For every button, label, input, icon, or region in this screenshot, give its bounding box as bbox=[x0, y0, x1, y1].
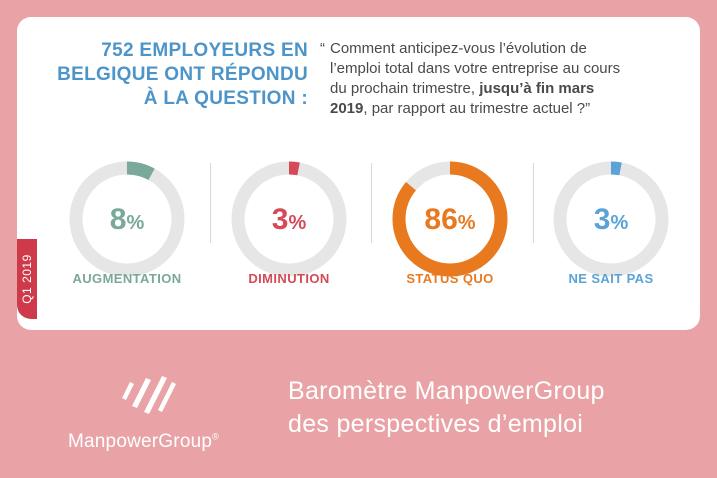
headline-line: BELGIQUE ONT RÉPONDU bbox=[57, 64, 308, 85]
gauge-arc-diminution bbox=[231, 161, 347, 277]
question-line: l’emploi total dans votre entreprise au … bbox=[330, 60, 621, 77]
barometer-line: Baromètre ManpowerGroup bbox=[288, 377, 605, 405]
gauge-value-unit: % bbox=[126, 212, 144, 234]
question-line: Comment anticipez-vous l’évolution de bbox=[330, 40, 587, 57]
trademark-symbol: ® bbox=[212, 431, 219, 442]
gauge-value-label: 3% bbox=[272, 203, 307, 236]
gauge-arc-augmentation bbox=[69, 161, 185, 277]
brand-name: ManpowerGroup® bbox=[68, 431, 219, 453]
gauge-category-label: NE SAIT PAS bbox=[568, 271, 654, 286]
gauge-arc-status-quo bbox=[392, 161, 508, 277]
gauge-divider bbox=[533, 163, 534, 243]
headline-line: À LA QUESTION : bbox=[143, 88, 308, 109]
gauge-value-label: 3% bbox=[594, 203, 629, 236]
survey-question: “ Comment anticipez-vous l’évolution de … bbox=[320, 39, 650, 119]
gauge-value-unit: % bbox=[288, 212, 306, 234]
gauge-value-label: 86% bbox=[424, 203, 475, 236]
gauge-category-label: AUGMENTATION bbox=[72, 271, 182, 286]
quarter-tab: Q1 2019 bbox=[17, 239, 37, 319]
question-text: du prochain trimestre, bbox=[330, 80, 480, 97]
barometer-title: Baromètre ManpowerGroup des perspectives… bbox=[288, 375, 605, 441]
open-quote: “ bbox=[320, 40, 325, 57]
gauge-value-number: 3 bbox=[594, 203, 611, 236]
gauge-category-label: DIMINUTION bbox=[248, 271, 330, 286]
question-text: , par rapport au trimestre actuel ?” bbox=[363, 100, 591, 117]
barometer-line: des perspectives d’emploi bbox=[288, 410, 584, 438]
question-emphasis: 2019 bbox=[330, 100, 364, 117]
gauge-value-unit: % bbox=[458, 212, 476, 234]
gauge-value-number: 8 bbox=[110, 203, 127, 236]
headline: 752 EMPLOYEURS EN BELGIQUE ONT RÉPONDU À… bbox=[48, 39, 308, 111]
gauge-value-number: 86 bbox=[424, 203, 457, 236]
gauge-value-number: 3 bbox=[272, 203, 289, 236]
headline-line: 752 EMPLOYEURS EN bbox=[101, 40, 308, 61]
manpowergroup-logo-icon bbox=[122, 376, 176, 414]
gauge-value-label: 8% bbox=[110, 203, 145, 236]
gauge-divider bbox=[210, 163, 211, 243]
gauge-divider bbox=[371, 163, 372, 243]
question-line: 2019, par rapport au trimestre actuel ?” bbox=[330, 99, 650, 119]
gauge-category-label: STATUS QUO bbox=[406, 271, 494, 286]
brand-text: ManpowerGroup bbox=[68, 431, 213, 452]
question-line: du prochain trimestre, jusqu’à fin mars bbox=[330, 79, 650, 99]
gauge-value-unit: % bbox=[610, 212, 628, 234]
question-emphasis: jusqu’à fin mars bbox=[479, 80, 595, 97]
gauge-arc-ne-sait-pas bbox=[553, 161, 669, 277]
